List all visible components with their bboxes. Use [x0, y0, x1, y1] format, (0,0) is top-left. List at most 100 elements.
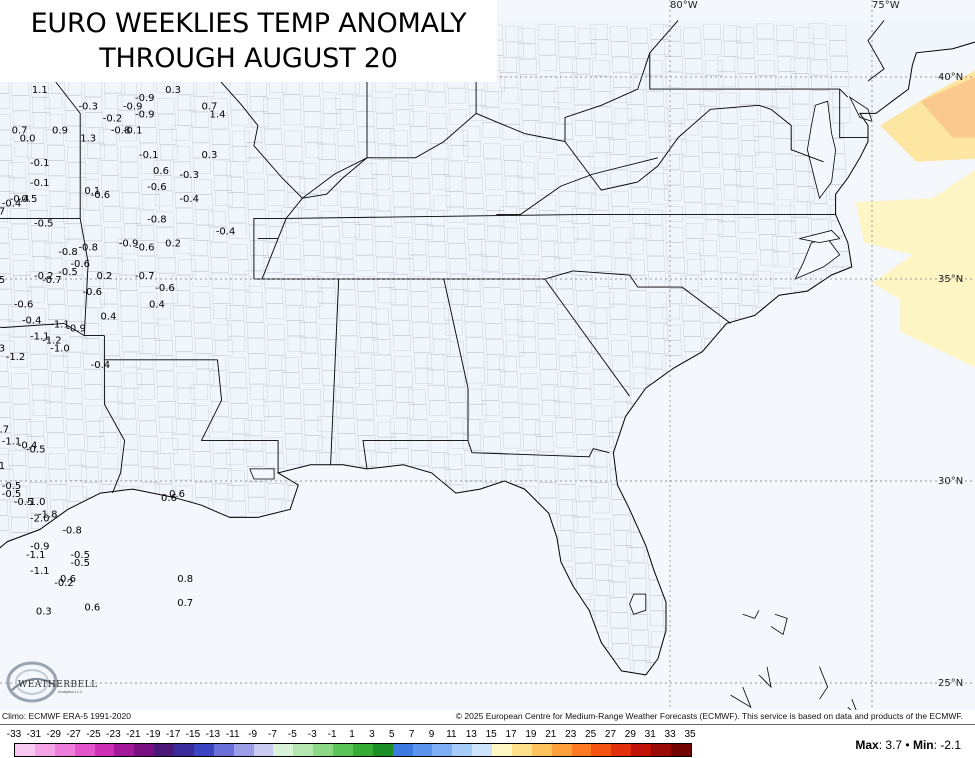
- county-cell: [772, 236, 790, 252]
- county-cell: [699, 90, 717, 107]
- county-cell: [371, 308, 389, 325]
- scale-tick: -11: [225, 729, 240, 740]
- county-cell: [177, 388, 195, 404]
- county-cell: [13, 126, 32, 142]
- anomaly-value: 0.4: [149, 299, 165, 310]
- anomaly-value: -0.5: [18, 194, 38, 205]
- county-cell: [354, 224, 373, 240]
- county-cell: [684, 336, 702, 352]
- county-cell: [613, 227, 631, 243]
- county-cell: [323, 241, 341, 258]
- county-cell: [590, 24, 608, 40]
- county-cell: [210, 386, 228, 402]
- county-cell: [647, 106, 665, 122]
- county-cell: [357, 420, 375, 436]
- county-cell: [66, 419, 84, 435]
- county-cell: [776, 184, 795, 201]
- county-cell: [193, 307, 211, 323]
- county-cell: [683, 171, 701, 187]
- county-cell: [195, 194, 213, 210]
- county-cell: [684, 186, 702, 203]
- county-cell: [287, 320, 305, 336]
- scale-swatch: [531, 744, 552, 756]
- county-cell: [44, 93, 63, 109]
- county-cell: [632, 645, 650, 661]
- county-cell: [48, 160, 66, 176]
- county-cell: [354, 209, 372, 225]
- county-cell: [64, 373, 82, 389]
- county-cell: [195, 209, 214, 226]
- county-cell: [390, 289, 409, 305]
- county-cell: [773, 272, 791, 289]
- anomaly-value: 0.2: [165, 239, 181, 250]
- county-cell: [596, 137, 614, 153]
- county-cell: [412, 322, 430, 338]
- lat-label-30: 30°N: [938, 476, 964, 487]
- county-cell: [557, 154, 575, 171]
- county-cell: [687, 104, 705, 120]
- anomaly-value: 1.3: [80, 134, 96, 145]
- county-cell: [555, 417, 573, 433]
- county-cell: [759, 90, 777, 107]
- anomaly-value: -0.4: [216, 227, 236, 238]
- county-cell: [209, 370, 227, 387]
- county-cell: [663, 324, 681, 341]
- ocean-shade-2: [855, 169, 975, 265]
- state-line: [544, 278, 630, 397]
- county-cell: [28, 308, 46, 324]
- county-cell: [629, 290, 647, 306]
- county-cell: [553, 87, 572, 104]
- scale-swatch: [352, 744, 373, 756]
- scale-tick: 33: [664, 729, 676, 740]
- county-cell: [232, 146, 251, 162]
- county-cell: [227, 470, 245, 486]
- county-cell: [666, 93, 684, 109]
- county-cell: [776, 40, 795, 57]
- scale-tick: 1: [349, 729, 355, 740]
- county-cell: [609, 597, 628, 613]
- county-cell: [541, 400, 560, 416]
- county-cell: [391, 304, 409, 321]
- logo-subtext: Analytics LLC: [58, 689, 83, 694]
- anomaly-value: -0.4: [179, 194, 199, 205]
- county-cell: [613, 242, 632, 258]
- scale-tick: -9: [248, 729, 258, 740]
- min-label: Min: [912, 738, 934, 752]
- county-cell: [810, 59, 828, 76]
- county-cell: [14, 141, 32, 157]
- county-cell: [613, 514, 631, 531]
- county-cell: [681, 140, 700, 157]
- anomaly-value: 0.0: [20, 134, 36, 145]
- county-cell: [32, 112, 51, 128]
- county-cell: [755, 152, 773, 168]
- county-cell: [593, 225, 611, 241]
- county-cell: [776, 25, 794, 41]
- county-cell: [247, 322, 265, 338]
- county-cell: [304, 126, 322, 143]
- county-cell: [247, 178, 265, 195]
- county-cell: [737, 202, 756, 218]
- county-cell: [430, 437, 449, 453]
- county-cell: [558, 484, 577, 500]
- county-cell: [577, 306, 595, 322]
- ocean-mask: [0, 42, 975, 710]
- state-line: [649, 20, 679, 54]
- county-cell: [720, 108, 738, 124]
- county-cell: [360, 193, 378, 210]
- county-cell: [538, 39, 557, 56]
- state-line: [867, 20, 885, 82]
- county-cell: [589, 307, 608, 324]
- county-cell: [680, 275, 699, 291]
- county-cell: [465, 321, 483, 338]
- county-cell: [227, 192, 246, 208]
- scale-tick: 5: [388, 729, 395, 740]
- county-cell: [8, 465, 27, 481]
- county-cell: [342, 222, 360, 238]
- anomaly-value: -0.5: [34, 219, 54, 230]
- anomaly-value: 0.2: [96, 271, 112, 282]
- county-cell: [195, 353, 214, 369]
- county-cell: [428, 91, 446, 108]
- county-cell: [175, 207, 194, 224]
- county-cell: [592, 353, 610, 370]
- scale-tick: 9: [428, 729, 435, 740]
